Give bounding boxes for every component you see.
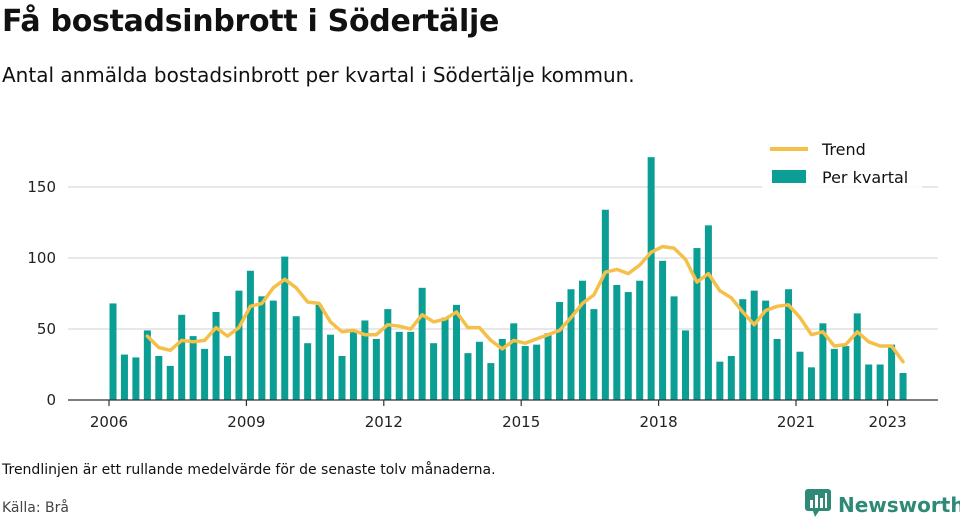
- bar: [189, 336, 197, 400]
- newsworthy-icon: [805, 489, 831, 521]
- bar: [533, 344, 541, 400]
- bar: [762, 300, 770, 400]
- bar: [819, 323, 827, 400]
- bar: [224, 355, 231, 400]
- x-tick-label: 2021: [777, 413, 815, 431]
- bar: [418, 287, 426, 400]
- bar: [510, 323, 518, 400]
- legend-label-trend: Trend: [821, 140, 866, 159]
- bar: [590, 309, 598, 400]
- bar: [120, 354, 128, 400]
- bar: [384, 309, 392, 400]
- bar: [842, 346, 850, 400]
- bar: [281, 256, 289, 400]
- bar: [773, 338, 781, 400]
- bar: [704, 225, 712, 400]
- bar: [453, 304, 460, 400]
- y-tick-label: 150: [27, 178, 56, 196]
- bar: [292, 316, 300, 400]
- bar: [659, 260, 667, 400]
- bar: [235, 290, 243, 400]
- bar: [899, 373, 907, 400]
- bar: [865, 364, 873, 400]
- x-tick-label: 2009: [227, 413, 265, 431]
- bar: [830, 348, 838, 400]
- x-tick-label: 2006: [90, 413, 128, 431]
- bar: [739, 299, 747, 400]
- bar: [395, 331, 403, 400]
- bar: [670, 296, 678, 400]
- bar: [315, 304, 323, 400]
- bar: [372, 338, 380, 400]
- bar: [166, 365, 174, 400]
- bar: [636, 280, 644, 400]
- bar: [613, 284, 621, 400]
- y-tick-label: 50: [37, 320, 56, 338]
- bar: [888, 344, 896, 400]
- bar: [349, 331, 357, 400]
- bar: [258, 296, 266, 400]
- bar: [269, 300, 277, 400]
- chart-title: Få bostadsinbrott i Södertälje: [2, 4, 499, 39]
- bar: [475, 341, 483, 400]
- bar: [212, 311, 220, 400]
- bar: [464, 353, 472, 400]
- y-tick-label: 0: [46, 391, 56, 409]
- bar: [578, 280, 586, 400]
- legend-label-per-kvartal: Per kvartal: [822, 168, 908, 187]
- bar: [556, 302, 564, 400]
- bar: [441, 317, 449, 400]
- bar: [750, 290, 758, 400]
- x-tick-label: 2012: [365, 413, 403, 431]
- bar: [693, 248, 701, 400]
- bar: [361, 320, 369, 400]
- trend-line: [145, 244, 905, 364]
- bar: [155, 355, 163, 400]
- bar: [132, 357, 140, 400]
- bar: [876, 364, 884, 400]
- bar: [304, 343, 312, 400]
- chart-subtitle: Antal anmälda bostadsinbrott per kvartal…: [2, 63, 635, 87]
- x-tick-label: 2023: [868, 413, 906, 431]
- bar: [716, 361, 724, 400]
- bar: [109, 303, 117, 400]
- brand-logo: Newsworthy: [805, 489, 960, 521]
- x-tick-label: 2018: [639, 413, 677, 431]
- x-tick-label: 2015: [502, 413, 540, 431]
- bar: [785, 289, 793, 400]
- legend-bar-swatch: [772, 170, 806, 183]
- bar: [727, 355, 735, 400]
- bar: [624, 292, 632, 400]
- brand-name: Newsworthy: [838, 493, 960, 517]
- bar: [178, 314, 186, 400]
- bar: [544, 333, 552, 400]
- bar: [853, 313, 861, 400]
- bar: [201, 348, 209, 400]
- bar: [327, 334, 335, 400]
- bar: [338, 355, 346, 400]
- footnote: Trendlinjen är ett rullande medelvärde f…: [2, 462, 496, 478]
- bar: [498, 338, 506, 400]
- legend-background: [762, 137, 922, 193]
- bar: [246, 270, 254, 400]
- source-text: Källa: Brå: [2, 500, 69, 516]
- bar: [601, 209, 609, 400]
- bar: [487, 363, 495, 400]
- bar: [647, 157, 655, 400]
- bar: [407, 331, 415, 400]
- bar: [430, 343, 438, 400]
- bar: [567, 289, 575, 400]
- bar: [796, 351, 804, 400]
- y-tick-label: 100: [27, 249, 56, 267]
- bar: [682, 330, 689, 400]
- bar: [521, 346, 529, 400]
- bar: [807, 367, 815, 400]
- bar: [143, 330, 151, 400]
